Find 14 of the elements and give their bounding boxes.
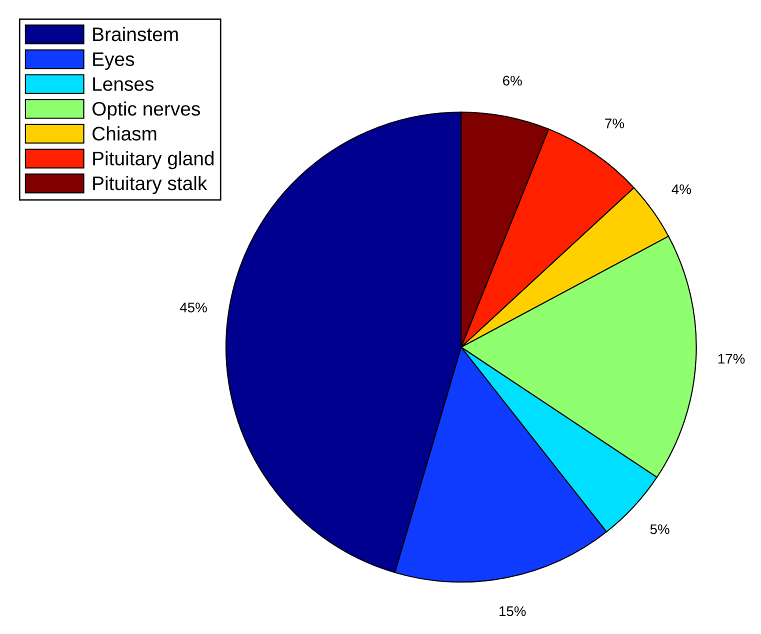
data-label: 7% (605, 118, 624, 128)
data-label: 5% (650, 524, 670, 534)
data-label: 17% (718, 354, 745, 364)
legend-label: Brainstem (93, 26, 178, 42)
legend-label: Pituitary gland (93, 151, 214, 170)
data-label: 6% (503, 76, 522, 86)
legend-label: Pituitary stalk (93, 176, 208, 194)
legend-label: Optic nerves (92, 101, 200, 120)
data-label: 15% (500, 606, 526, 616)
data-label: 45% (180, 302, 207, 312)
legend-label: Lenses (93, 77, 154, 91)
legend-label: Chiasm (92, 126, 156, 141)
data-label: 4% (672, 184, 691, 194)
legend-label: Eyes (93, 52, 134, 70)
